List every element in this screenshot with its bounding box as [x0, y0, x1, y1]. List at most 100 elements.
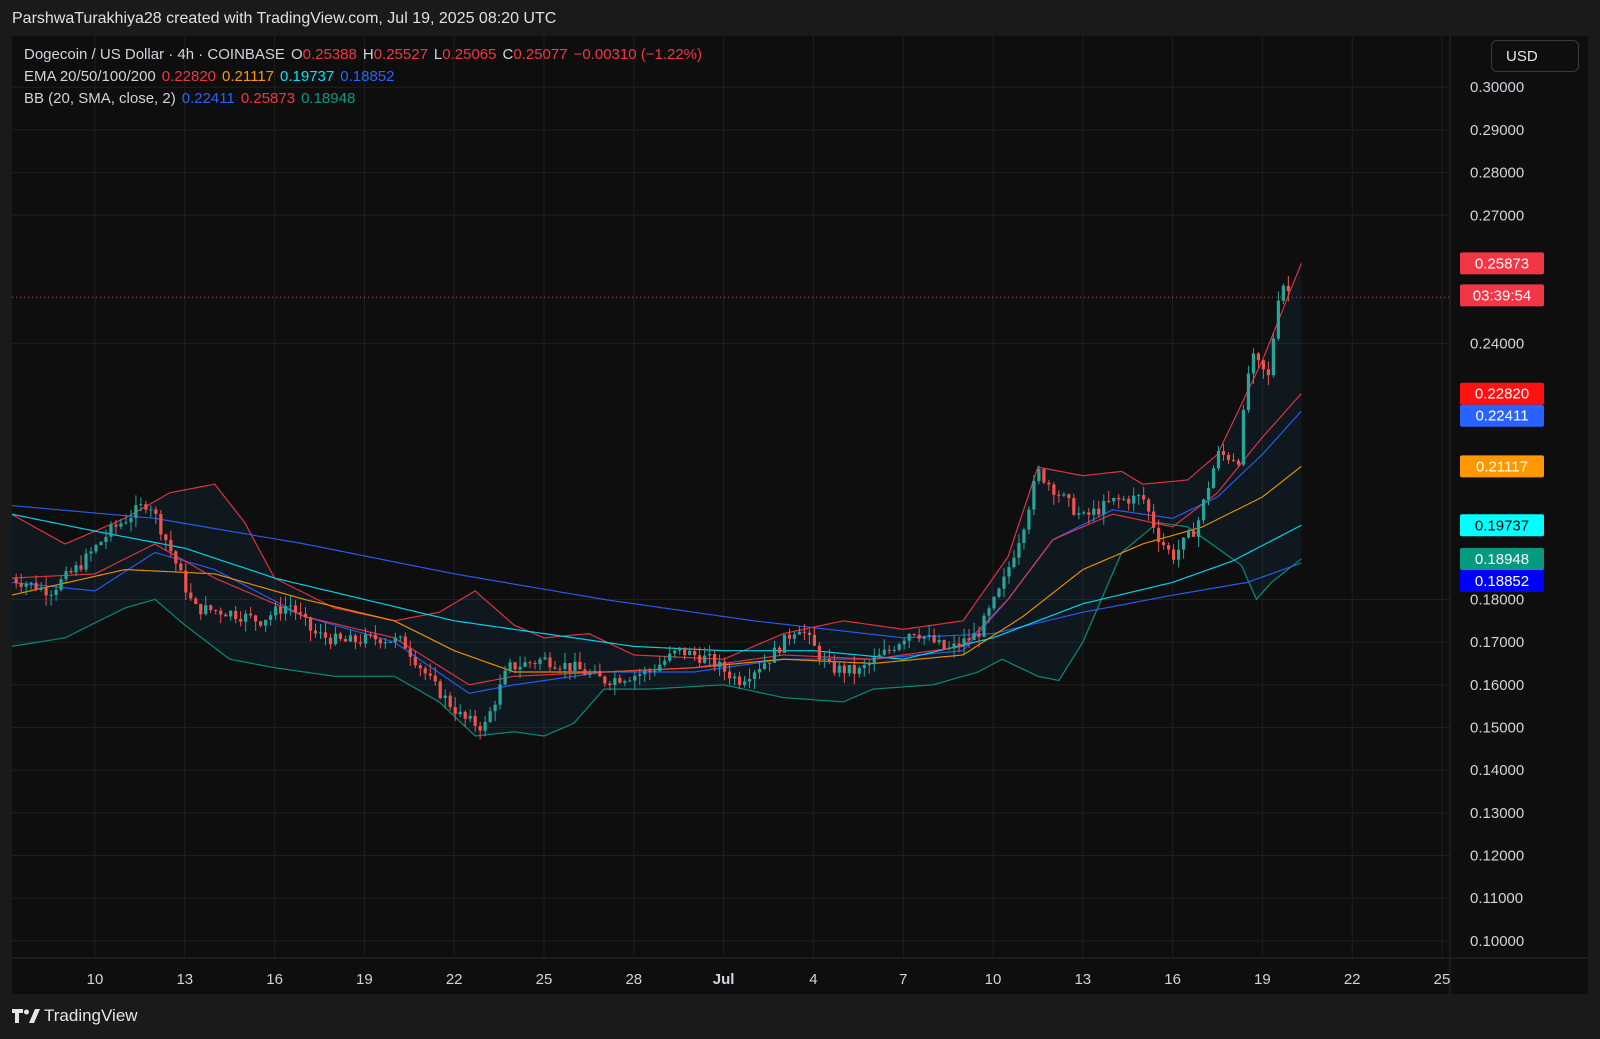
candle-body: [488, 711, 492, 722]
candle-body: [1176, 549, 1181, 560]
price-chart[interactable]: 0.30000 0.29000 0.28000 0.27000 0.24000 0.180…: [12, 36, 1588, 994]
tradingview-logo[interactable]: TradingView: [12, 1006, 138, 1026]
candle-body: [643, 670, 647, 675]
candle-body: [603, 676, 607, 684]
candle-body: [119, 523, 123, 527]
candle-body: [318, 632, 323, 634]
candle-body: [1167, 545, 1171, 550]
ema100-line: [12, 513, 1302, 660]
currency-button[interactable]: USD: [1491, 40, 1579, 72]
price-tick-label: 0.29000: [1470, 122, 1524, 139]
candle-body: [278, 606, 283, 614]
candle-body: [1216, 451, 1221, 469]
price-marker-badge: 03:39:54: [1460, 284, 1544, 307]
candle-body: [997, 588, 1001, 597]
candle-body: [673, 650, 677, 654]
bb-label: BB (20, SMA, close, 2): [24, 90, 176, 107]
candle-body: [977, 633, 981, 637]
candle-body: [333, 633, 338, 645]
candle-body: [458, 711, 462, 715]
candle-body: [1137, 495, 1141, 497]
price-marker-bg: [1460, 514, 1544, 537]
ema200-line: [12, 504, 1302, 639]
price-marker-badge: 0.22820: [1460, 382, 1544, 405]
candle-body: [922, 636, 926, 639]
candle-body: [313, 630, 318, 634]
candle-body: [1087, 512, 1091, 515]
candle-body: [388, 641, 392, 643]
candle-body: [39, 587, 43, 590]
candle-body: [1221, 451, 1226, 455]
price-tick-label: 0.10000: [1470, 933, 1524, 950]
close-label: C: [502, 46, 514, 63]
candle-body: [772, 647, 777, 663]
candle-body: [1286, 285, 1290, 292]
change-value: −0.00310 (−1.22%): [573, 46, 703, 63]
candle-body: [199, 603, 203, 615]
candle-body: [244, 613, 248, 622]
price-tick-label: 0.30000: [1470, 79, 1524, 96]
price-tick-label: 0.14000: [1470, 762, 1524, 779]
candle-body: [897, 644, 901, 650]
ema-legend: EMA 20/50/100/200 0.22820 0.21117 0.19737 0.…: [24, 68, 400, 85]
candle-body: [613, 678, 617, 686]
price-marker-bg: [1460, 455, 1544, 478]
candle-body: [264, 619, 268, 626]
candle-body: [1017, 542, 1021, 558]
candle-body: [648, 670, 652, 672]
candle-body: [214, 610, 218, 612]
candle-body: [179, 563, 183, 571]
candle-body: [428, 673, 432, 676]
candle-body: [668, 653, 672, 661]
candle-body: [1072, 498, 1076, 515]
candle-body: [927, 635, 931, 637]
price-marker-label: 03:39:54: [1473, 287, 1531, 304]
price-marker-label: 0.22411: [1475, 408, 1528, 425]
candle-body: [413, 656, 417, 666]
time-tick-label: 19: [1254, 971, 1271, 988]
candle-body: [393, 637, 397, 642]
candle-body: [1162, 541, 1166, 546]
candle-body: [1186, 530, 1191, 538]
close-value: 0.25077: [513, 46, 568, 63]
high-value: 0.25527: [373, 46, 428, 63]
candle-body: [628, 680, 632, 682]
candle-body: [59, 579, 63, 590]
candle-body: [224, 614, 228, 617]
time-tick-label: 28: [625, 971, 642, 988]
candle-body: [623, 681, 627, 683]
candle-body: [543, 657, 547, 660]
candle-body: [503, 670, 507, 685]
price-tick-label: 0.12000: [1470, 848, 1524, 865]
candle-body: [1102, 500, 1106, 515]
candle-body: [957, 643, 961, 647]
candle-body: [578, 661, 582, 670]
price-marker-bg: [1460, 252, 1544, 275]
candle-body: [867, 663, 871, 666]
time-tick-label: 4: [809, 971, 817, 988]
candle-body: [448, 695, 452, 708]
candle-body: [508, 662, 512, 671]
candle-body: [932, 635, 936, 643]
candle-body: [1206, 488, 1211, 500]
candle-body: [852, 664, 856, 674]
candle-body: [797, 631, 802, 635]
candle-body: [713, 653, 717, 667]
candle-body: [234, 610, 238, 619]
candle-body: [553, 667, 557, 669]
candle-body: [1211, 468, 1216, 489]
price-marker-badge: 0.18852: [1460, 569, 1544, 592]
grid: [12, 36, 1450, 958]
candle-body: [847, 664, 851, 674]
candle-body: [433, 675, 437, 682]
candle-body: [1142, 495, 1146, 500]
candle-body: [787, 634, 792, 639]
candle-body: [992, 596, 996, 609]
candle-body: [872, 657, 876, 664]
candle-body: [1027, 509, 1031, 530]
chart-panel[interactable]: 0.30000 0.29000 0.28000 0.27000 0.24000 0.180…: [12, 36, 1588, 994]
candle-body: [837, 665, 841, 673]
price-tick-label: 0.16000: [1470, 677, 1524, 694]
candle-body: [817, 645, 821, 660]
candle-body: [907, 634, 911, 641]
